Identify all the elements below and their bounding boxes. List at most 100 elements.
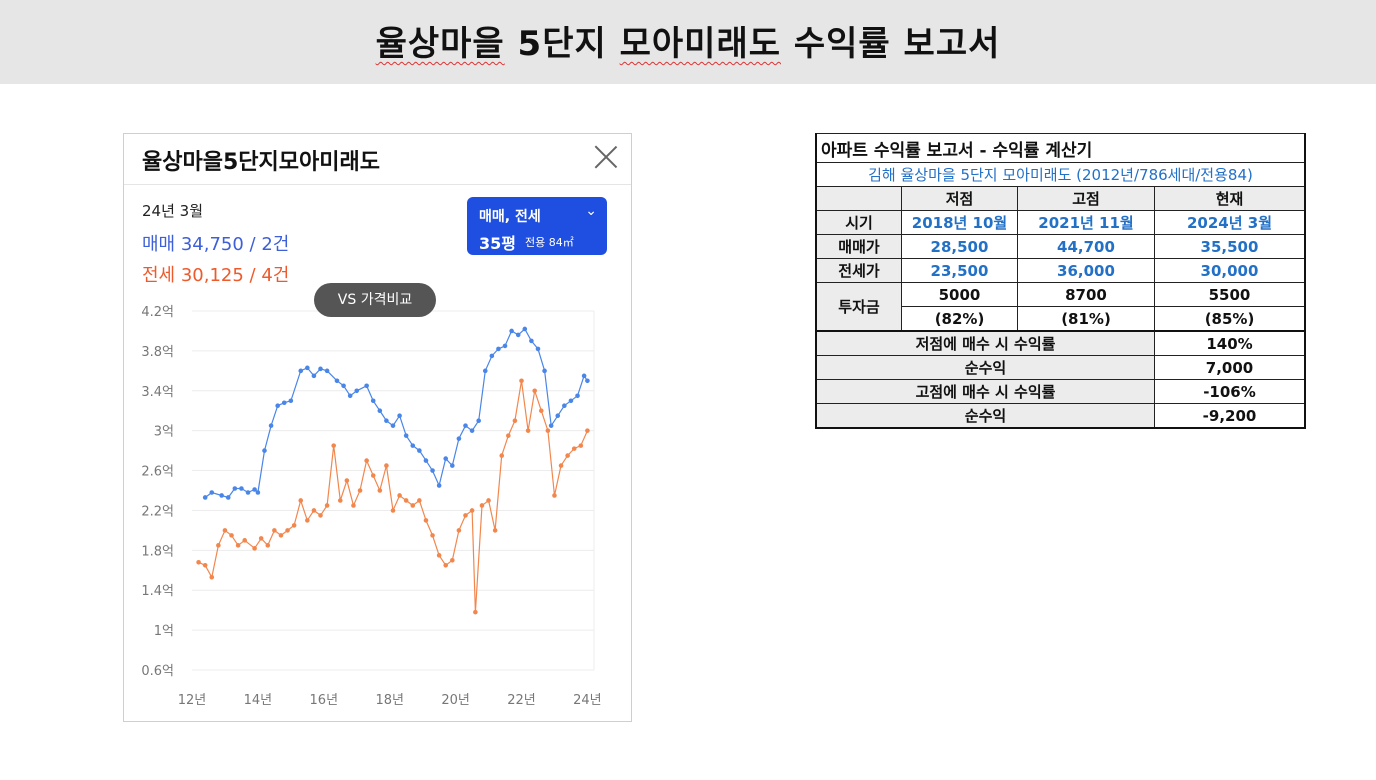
data-point [469,428,475,433]
data-point [585,378,590,384]
cell-period-now: 2024년 3월 [1154,210,1306,235]
selector-area: 전용 84㎡ [525,236,574,249]
title-word-1: 율상마을 [375,24,505,64]
cell-sale-high: 44,700 [1017,234,1155,259]
header-blank [815,186,902,211]
data-point [499,453,505,458]
cell-jeonse-high: 36,000 [1017,258,1155,283]
data-point [370,473,376,478]
close-icon[interactable] [593,144,619,170]
x-tick-label: 12년 [178,693,207,708]
data-point [344,478,350,483]
price-line-chart: 4.2억 3.8억 3.4억 3억 2.6억 2.2억 1.8억 1.4억 1억 0.6억 12년 1… [141,305,602,708]
summary-label-1: 저점에 매수 시 수익률 [815,330,1155,356]
data-point [202,495,208,500]
data-point [506,433,511,438]
type-area-selector[interactable]: 매매, 전세 ⌄ 35평 전용 84㎡ [467,197,607,255]
x-tick-label: 24년 [573,693,602,708]
data-point [430,468,435,473]
data-point [430,533,435,538]
data-point [324,368,330,374]
cell-sale-now: 35,500 [1154,234,1306,259]
data-point [423,518,429,523]
sale-price-info: 매매 34,750 / 2건 [142,234,290,255]
data-point [436,553,442,558]
data-point [351,503,356,508]
table-title: 아파트 수익률 보고서 - 수익률 계산기 [815,133,1306,163]
data-point [525,428,531,433]
data-point [456,436,462,441]
data-point [255,490,261,495]
data-point [364,383,369,389]
data-point [324,503,330,508]
data-point [482,368,488,374]
y-tick-label: 3.4억 [141,385,174,400]
y-tick-label: 4.2억 [141,305,174,320]
data-point [268,423,274,428]
price-chart-card: 율상마을5단지모아미래도 24년 3월 매매 34,750 / 2건 전세 30… [123,133,632,722]
page-title: 율상마을 5단지 모아미래도 수익률 보고서 [0,16,1376,65]
data-point [489,353,495,359]
yield-table: 아파트 수익률 보고서 - 수익률 계산기 김해 율상마을 5단지 모아미래도 … [815,133,1306,429]
y-tick-label: 1.8억 [141,544,174,559]
y-tick-label: 1.4억 [141,584,174,599]
data-point [450,463,455,468]
x-tick-label: 18년 [375,693,404,708]
data-point [496,346,501,352]
title-word-3: 모아미래도 [619,24,782,64]
data-point [473,609,478,615]
card-header: 율상마을5단지모아미래도 [124,134,631,185]
data-point [571,446,577,451]
data-point [492,528,498,533]
data-point [456,528,462,533]
data-point [216,543,221,548]
cell-invest-now: 5500 [1154,282,1306,307]
y-tick-label: 3.8억 [141,345,174,360]
vs-compare-button[interactable]: VS 가격비교 [314,283,436,317]
table-subtitle: 김해 율상마을 5단지 모아미래도 (2012년/786세대/전용84) [815,162,1306,187]
data-point [229,533,234,538]
data-point [262,448,267,453]
data-point [390,508,396,513]
data-point [377,488,383,493]
data-point [252,546,257,551]
data-point [288,398,294,404]
y-tick-label: 3억 [154,425,174,440]
data-point [535,346,541,352]
data-point [281,400,287,406]
data-point [298,498,304,503]
data-point [232,486,238,491]
data-point [423,458,429,463]
summary-value-3: -106% [1154,379,1306,404]
data-point [384,463,389,468]
data-point [568,398,574,404]
data-point [479,503,485,508]
summary-label-3: 고점에 매수 시 수익률 [815,379,1155,404]
data-point [239,486,244,491]
y-tick-label: 2.6억 [141,465,174,480]
data-point [225,495,231,500]
data-point [285,528,290,533]
data-point [581,373,587,379]
data-point [209,490,215,495]
row-label-jeonse: 전세가 [815,258,902,283]
data-point [469,508,475,513]
y-tick-label: 1억 [154,624,174,639]
data-point [463,423,468,428]
header-high: 고점 [1017,186,1155,211]
row-label-sale: 매매가 [815,234,902,259]
summary-value-4: -9,200 [1154,403,1306,429]
title-banner: 율상마을 5단지 모아미래도 수익률 보고서 [0,0,1376,84]
series-line-sale [204,328,588,499]
x-tick-label: 20년 [441,693,470,708]
data-point [443,562,449,568]
data-point [436,483,442,488]
header-low: 저점 [901,186,1018,211]
data-point [522,326,528,332]
data-point [291,523,297,528]
data-point [354,388,360,394]
data-point [410,503,416,508]
y-tick-label: 0.6억 [141,664,174,679]
data-point [463,513,468,518]
data-point [242,538,248,543]
